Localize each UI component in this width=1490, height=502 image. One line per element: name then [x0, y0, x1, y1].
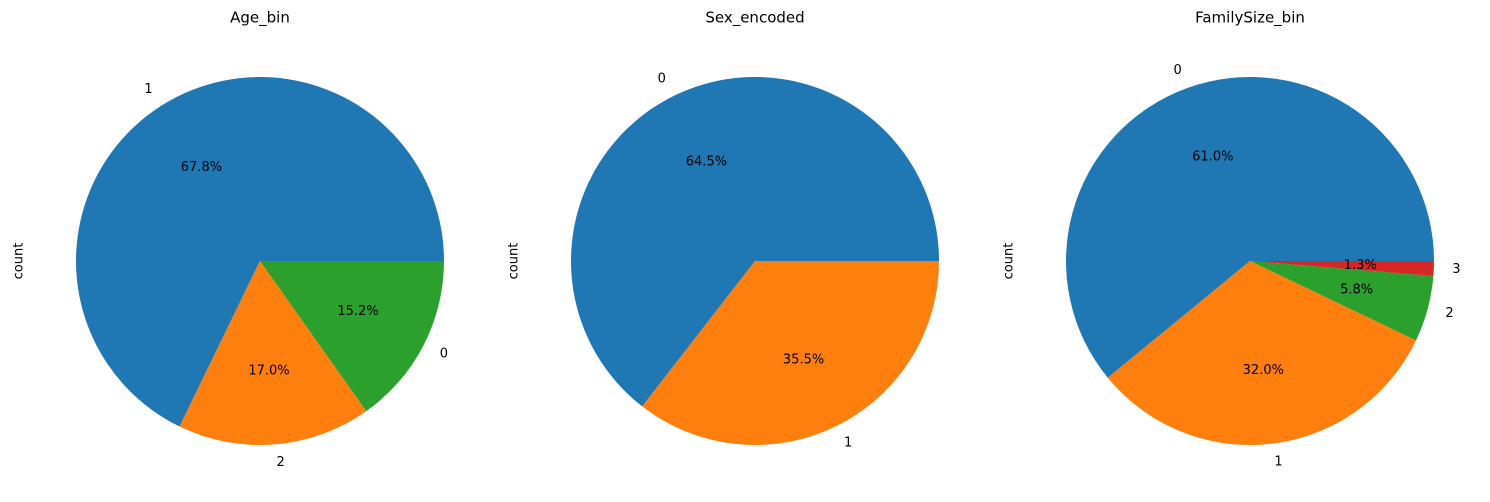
slice-label: 2: [1445, 306, 1453, 321]
slice-label: 1: [144, 82, 152, 97]
value-label: 15.2%: [337, 304, 378, 319]
slice-label: 0: [658, 72, 666, 87]
slice-label: 0: [1174, 63, 1182, 78]
value-label: 32.0%: [1243, 363, 1284, 378]
value-label: 17.0%: [248, 364, 289, 379]
pie-slice: [1107, 261, 1417, 445]
y-axis-label: count: [1002, 243, 1017, 280]
pie-slice: [642, 261, 939, 446]
slice-label: 2: [277, 455, 285, 470]
chart-title: Age_bin: [230, 9, 290, 28]
chart-title: Sex_encoded: [705, 9, 804, 28]
pie-slice: [1250, 261, 1434, 276]
pie-slice: [1066, 77, 1434, 378]
pie-slice: [571, 77, 939, 407]
value-label: 5.8%: [1340, 282, 1373, 297]
value-label: 64.5%: [686, 154, 727, 169]
chart-title: FamilySize_bin: [1195, 9, 1305, 28]
value-label: 35.5%: [783, 353, 824, 368]
value-label: 61.0%: [1192, 150, 1233, 165]
y-axis-label: count: [507, 243, 522, 280]
pie-slice: [179, 261, 367, 445]
slice-label: 3: [1452, 262, 1460, 277]
slice-label: 0: [440, 347, 448, 362]
value-label: 1.3%: [1344, 258, 1377, 273]
y-axis-label: count: [12, 243, 27, 280]
pie-slice: [76, 77, 444, 427]
pie-slice: [260, 261, 444, 412]
slice-label: 1: [1274, 454, 1282, 469]
slice-label: 1: [844, 435, 852, 450]
pie-slice: [1250, 261, 1434, 341]
value-label: 67.8%: [181, 160, 222, 175]
